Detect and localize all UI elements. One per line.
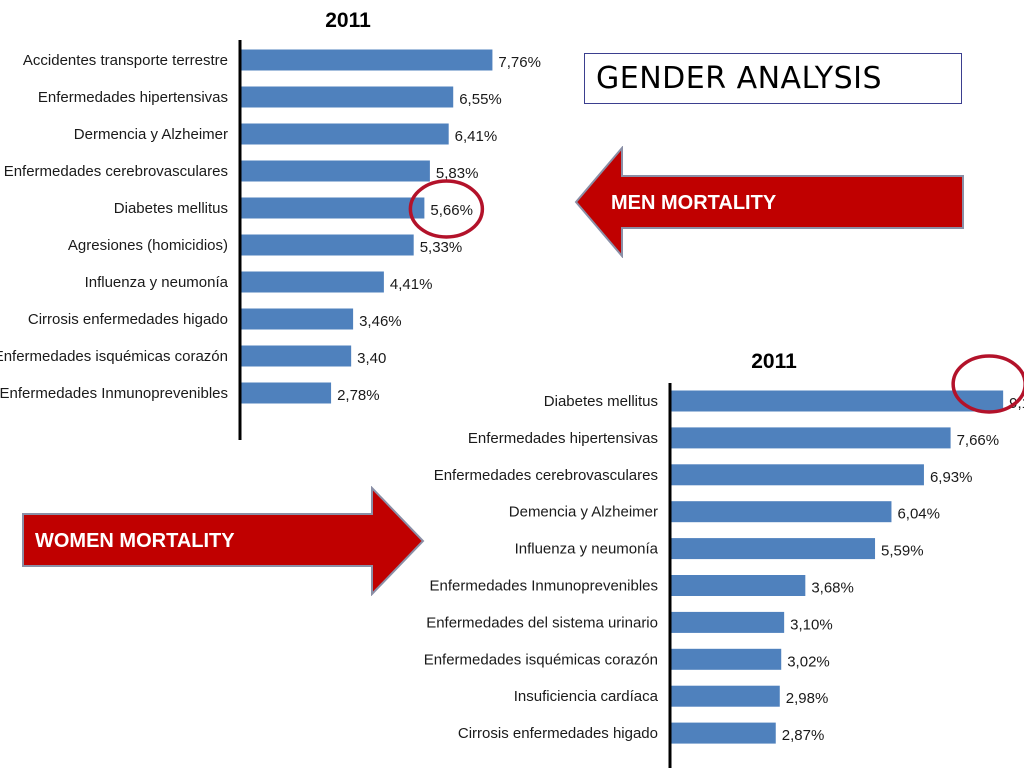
men-value-label: 6,55% xyxy=(459,91,502,108)
slide-title-box: GENDER ANALYSIS xyxy=(584,53,962,104)
women-mortality-label: WOMEN MORTALITY xyxy=(35,530,235,552)
women-bar xyxy=(671,427,951,449)
women-category-label: Enfermedades isquémicas corazón xyxy=(424,651,658,668)
women-value-label: 5,59% xyxy=(881,543,924,560)
men-category-label: Enfermedades isquémicas corazón xyxy=(0,348,228,365)
men-category-label: Enfermedades cerebrovasculares xyxy=(4,163,228,180)
men-bar xyxy=(241,160,430,182)
men-value-label: 7,76% xyxy=(498,54,541,71)
women-mortality-arrow xyxy=(22,486,425,596)
women-value-label: 2,87% xyxy=(782,727,825,744)
women-value-label: 6,93% xyxy=(930,469,973,486)
men-value-label: 2,78% xyxy=(337,387,380,404)
men-value-label: 6,41% xyxy=(455,128,498,145)
women-value-label: 3,68% xyxy=(811,580,854,597)
men-category-label: Enfermedades Inmunoprevenibles xyxy=(0,385,228,402)
women-value-label: 2,98% xyxy=(786,690,829,707)
women-bar xyxy=(671,501,892,523)
women-highlight-circle xyxy=(951,354,1024,414)
men-bar xyxy=(241,345,352,367)
women-bar xyxy=(671,464,924,486)
women-bar xyxy=(671,611,785,633)
men-value-label: 5,33% xyxy=(420,239,463,256)
men-chart-title: 2011 xyxy=(325,9,371,32)
men-category-label: Influenza y neumonía xyxy=(85,274,229,291)
women-bar xyxy=(671,538,876,560)
women-category-label: Influenza y neumonía xyxy=(515,541,659,558)
women-category-label: Diabetes mellitus xyxy=(544,393,658,410)
women-category-label: Enfermedades cerebrovasculares xyxy=(434,467,658,484)
men-bar xyxy=(241,123,449,145)
men-category-label: Dermencia y Alzheimer xyxy=(74,126,228,143)
men-highlight-circle xyxy=(408,179,485,239)
men-mortality-arrow xyxy=(574,146,964,258)
men-bar xyxy=(241,382,332,404)
men-mortality-label: MEN MORTALITY xyxy=(611,192,777,214)
men-bar xyxy=(241,308,354,330)
women-category-label: Enfermedades Inmunoprevenibles xyxy=(430,578,658,595)
women-category-label: Insuficiencia cardíaca xyxy=(514,688,659,705)
women-category-label: Enfermedades del sistema urinario xyxy=(426,614,658,631)
men-value-label: 3,40 xyxy=(357,350,386,367)
men-bar xyxy=(241,234,414,256)
women-value-label: 7,66% xyxy=(957,432,1000,449)
women-category-label: Enfermedades hipertensivas xyxy=(468,430,658,447)
women-bar xyxy=(671,390,1004,412)
men-value-label: 4,41% xyxy=(390,276,433,293)
men-category-label: Accidentes transporte terrestre xyxy=(23,52,228,69)
men-value-label: 3,46% xyxy=(359,313,402,330)
women-category-label: Cirrosis enfermedades higado xyxy=(458,725,658,742)
women-value-label: 6,04% xyxy=(897,506,940,523)
men-category-label: Agresiones (homicidios) xyxy=(68,237,228,254)
women-value-label: 3,10% xyxy=(790,616,833,633)
slide-title: GENDER ANALYSIS xyxy=(596,61,883,96)
men-value-label: 5,66% xyxy=(430,202,473,219)
men-bar xyxy=(241,197,425,219)
men-category-label: Enfermedades hipertensivas xyxy=(38,89,228,106)
women-bar xyxy=(671,648,782,670)
women-category-label: Demencia y Alzheimer xyxy=(509,504,658,521)
women-bar xyxy=(671,575,806,596)
men-category-label: Cirrosis enfermedades higado xyxy=(28,311,228,328)
men-bar xyxy=(241,49,493,71)
women-value-label: 3,02% xyxy=(787,653,830,670)
women-bar xyxy=(671,685,780,707)
men-bar xyxy=(241,86,454,108)
men-bar xyxy=(241,271,384,293)
men-category-label: Diabetes mellitus xyxy=(114,200,228,217)
men-value-label: 5,83% xyxy=(436,165,479,182)
women-chart-title: 2011 xyxy=(751,350,797,373)
women-bar xyxy=(671,722,776,744)
